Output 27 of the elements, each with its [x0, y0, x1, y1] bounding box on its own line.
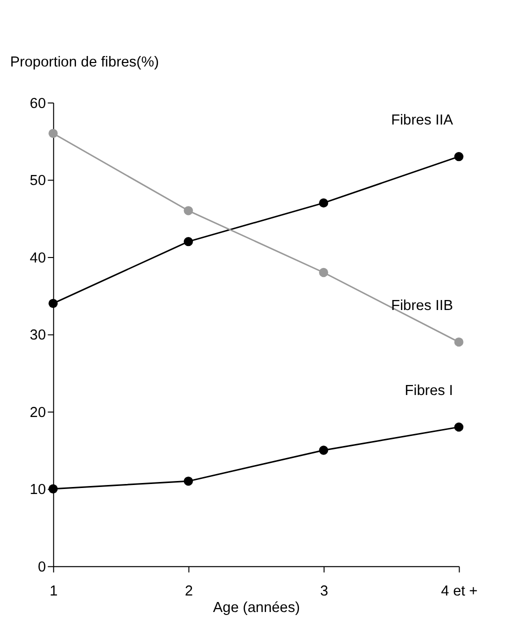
- point: [184, 476, 193, 486]
- point: [454, 422, 464, 432]
- x-tick-label: 2: [184, 584, 193, 600]
- series-label: Fibres IIA: [391, 112, 454, 129]
- x-tick-label: 4 et +: [441, 584, 478, 600]
- point: [454, 337, 464, 347]
- y-tick-label: 0: [38, 559, 46, 576]
- point: [319, 268, 328, 278]
- x-axis-title: Age (années): [213, 600, 300, 616]
- y-axis-title: Proportion de fibres(%): [10, 54, 159, 70]
- point: [454, 152, 464, 162]
- y-tick-label: 60: [30, 96, 46, 112]
- point: [184, 206, 193, 216]
- point: [319, 198, 328, 208]
- x-tick-label: 1: [50, 584, 58, 600]
- point: [184, 237, 193, 246]
- x-tick-label: 3: [320, 584, 328, 600]
- series-label: Fibres I: [404, 383, 454, 400]
- point: [48, 298, 58, 308]
- point: [319, 446, 328, 455]
- point: [48, 128, 58, 138]
- y-tick-label: 10: [30, 482, 46, 498]
- y-tick-label: 50: [30, 173, 46, 190]
- series-label: Fibres IIB: [391, 298, 454, 314]
- y-tick-label: 30: [30, 328, 46, 344]
- y-tick-label: 20: [30, 404, 46, 421]
- y-tick-label: 40: [30, 250, 46, 266]
